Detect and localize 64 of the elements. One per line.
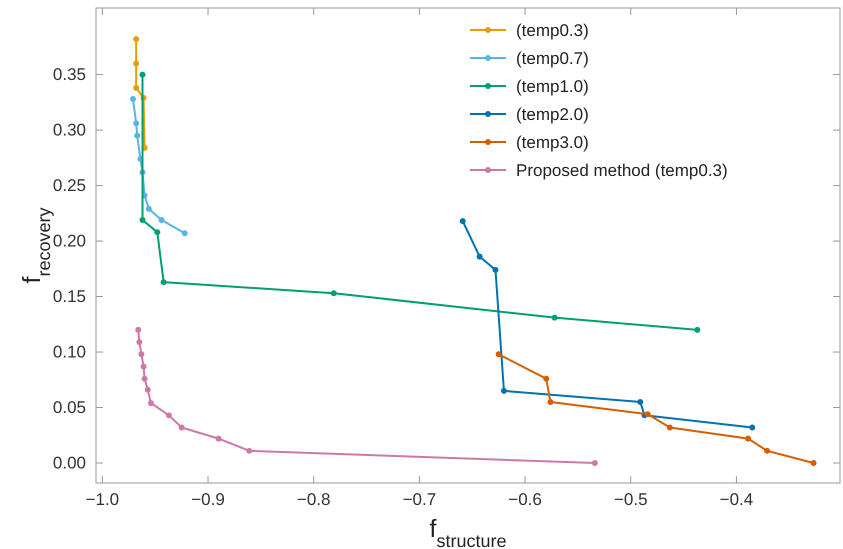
point [166,412,172,418]
legend-label: (temp1.0) [516,77,589,96]
point [460,218,466,224]
legend-label: (temp0.7) [516,49,589,68]
point [547,399,554,405]
legend-label: Proposed method (temp0.3) [516,161,728,180]
y-tick-label: 0.20 [52,232,86,250]
point [246,448,252,454]
point [134,132,140,139]
point [500,388,507,394]
point [136,339,142,346]
point [182,230,188,236]
point [154,229,160,236]
point [694,326,700,333]
y-tick-label: 0.30 [52,120,86,140]
point [158,216,165,223]
legend-label: (temp2.0) [516,105,589,124]
point [496,351,502,358]
point [160,279,167,286]
x-tick-label: −0.7 [402,490,436,510]
point [140,363,147,370]
point [476,254,483,260]
y-tick-label: 0.05 [52,398,86,417]
point [178,424,185,430]
x-tick-label: −0.5 [614,490,648,510]
point [133,36,140,42]
point [637,399,644,405]
point [130,96,136,102]
y-tick-label: 0.10 [52,342,86,362]
point [133,84,140,91]
point [330,290,337,296]
point [644,411,651,418]
y-tick-label: 0.00 [52,453,86,472]
point [543,376,550,382]
point [216,436,222,442]
x-tick-label: −0.4 [720,490,754,510]
point [144,386,151,393]
point [140,72,146,78]
y-tick-label: 0.15 [52,286,86,306]
legend-label: (temp0.3) [516,21,589,40]
point [142,376,148,382]
point [133,120,140,126]
point [133,60,140,66]
x-tick-label: −0.8 [296,490,330,510]
point [492,266,498,273]
x-tick-label: −0.9 [191,490,225,510]
point [146,206,152,212]
point [810,460,817,466]
point [135,326,142,333]
point [148,400,154,406]
point [745,436,752,442]
point [749,424,756,430]
y-tick-label: 0.25 [52,176,86,196]
legend-label: (temp3.0) [516,133,589,152]
x-tick-label: −0.6 [508,490,542,510]
point [552,314,558,321]
point [138,351,144,358]
point [666,424,673,430]
x-axis-title: f$_{structure}$ [430,515,506,549]
point [592,460,598,466]
point [764,448,770,454]
x-tick-label: −1.0 [86,490,120,510]
point [140,216,146,223]
y-tick-label: 0.35 [52,65,86,84]
